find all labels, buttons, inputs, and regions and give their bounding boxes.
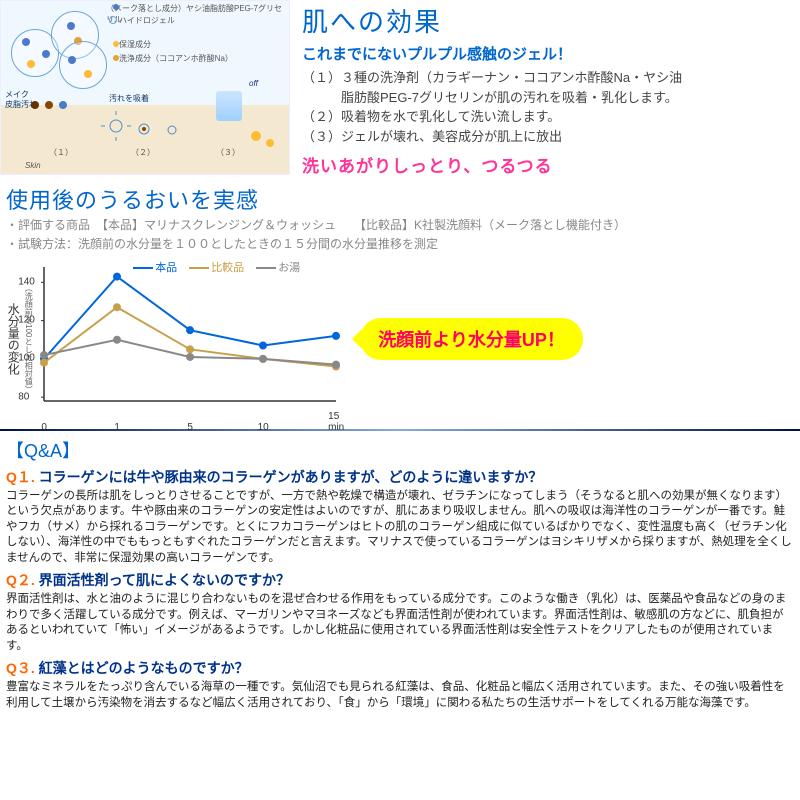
moisture-title: 使用後のうるおいを実感 [6,183,800,215]
step-2: （２） [131,147,155,158]
label-off: off [249,79,258,88]
label-adsorb: 汚れを吸着 [109,93,149,104]
test-product: ・評価する商品 【本品】マリナスクレンジング＆ウォッシュ 【比較品】K社製洗顔料… [6,217,794,234]
q2: Q２. 界面活性剤って肌によくないのですか？ [6,570,794,590]
a1: コラーゲンの長所は肌をしっとりさせることですが、一方で熱や乾燥で構造が壊れ、ゼラ… [6,489,794,567]
highlight: 洗いあがりしっとり、つるつる [302,152,800,177]
effect-2: （２）吸着物を水で乳化して洗い流します。 [302,107,800,127]
qa-header: 【Q&A】 [6,437,794,463]
q1-text: コラーゲンには牛や豚由来のコラーゲンがありますが、どのように違いますか？ [39,469,543,485]
chart-legend: 本品比較品お湯 [133,259,300,275]
effect-3: （３）ジェルが壊れ、美容成分が肌上に放出 [302,127,800,147]
main-title: 肌への効果 [302,2,800,39]
moisture-chart: 本品比較品お湯 0151015 min80100120140 [40,259,340,419]
header-text: 肌への効果 これまでにないプルプル感触のジェル！ （１）３種の洗浄剤（カラギーナ… [290,0,800,177]
q1-num: Q１. [6,469,35,485]
effect-1a: （１）３種の洗浄剤（カラギーナン・ココアンホ酢酸Na・ヤシ油 [302,68,800,88]
mechanism-diagram: （メーク落とし成分）ヤシ油脂肪酸PEG-7グリセリル ハイドロジェル 保湿成分 … [0,0,290,175]
a2: 界面活性剤は、水と油のように混じり合わないものを混ぜ合わせる作用をもっている成分… [6,592,794,654]
step-1: （１） [49,147,73,158]
top-section: （メーク落とし成分）ヤシ油脂肪酸PEG-7グリセリル ハイドロジェル 保湿成分 … [0,0,800,177]
effect-1b: 脂肪酸PEG-7グリセリンが肌の汚れを吸着・乳化します。 [302,88,800,108]
q2-num: Q２. [6,572,35,588]
step-3: （３） [216,147,240,158]
q3: Q３. 紅藻とはどのようなものですか？ [6,658,794,678]
chart-ylabel-sub: （洗顔前を100とした相対値） [23,284,34,393]
subtitle: これまでにないプルプル感触のジェル！ [302,43,800,64]
callout-bubble: 洗顔前より水分量UP！ [360,318,583,360]
q2-text: 界面活性剤って肌によくないのですか？ [39,572,290,588]
effect-list: （１）３種の洗浄剤（カラギーナン・ココアンホ酢酸Na・ヤシ油 脂肪酸PEG-7グ… [302,68,800,146]
test-method: ・試験方法：洗顔前の水分量を１００としたときの１５分間の水分量推移を測定 [6,236,794,253]
legend-hydrogel: ハイドロジェル [119,15,175,26]
legend-moisture: 保湿成分 [119,39,151,50]
a3: 豊富なミネラルをたっぷり含んでいる海草の一種です。気仙沼でも見られる紅藻は、食品… [6,680,794,711]
legend-wash: 洗浄成分（ココアンホ酢酸Na） [119,53,233,64]
q3-num: Q３. [6,660,35,676]
label-skin: Skin [25,161,41,170]
moisture-chart-wrap: 水分量の変化 （洗顔前を100とした相対値） 本品比較品お湯 0151015 m… [6,259,794,419]
q1: Q１. コラーゲンには牛や豚由来のコラーゲンがありますが、どのように違いますか？ [6,467,794,487]
q3-text: 紅藻とはどのようなものですか？ [39,660,249,676]
